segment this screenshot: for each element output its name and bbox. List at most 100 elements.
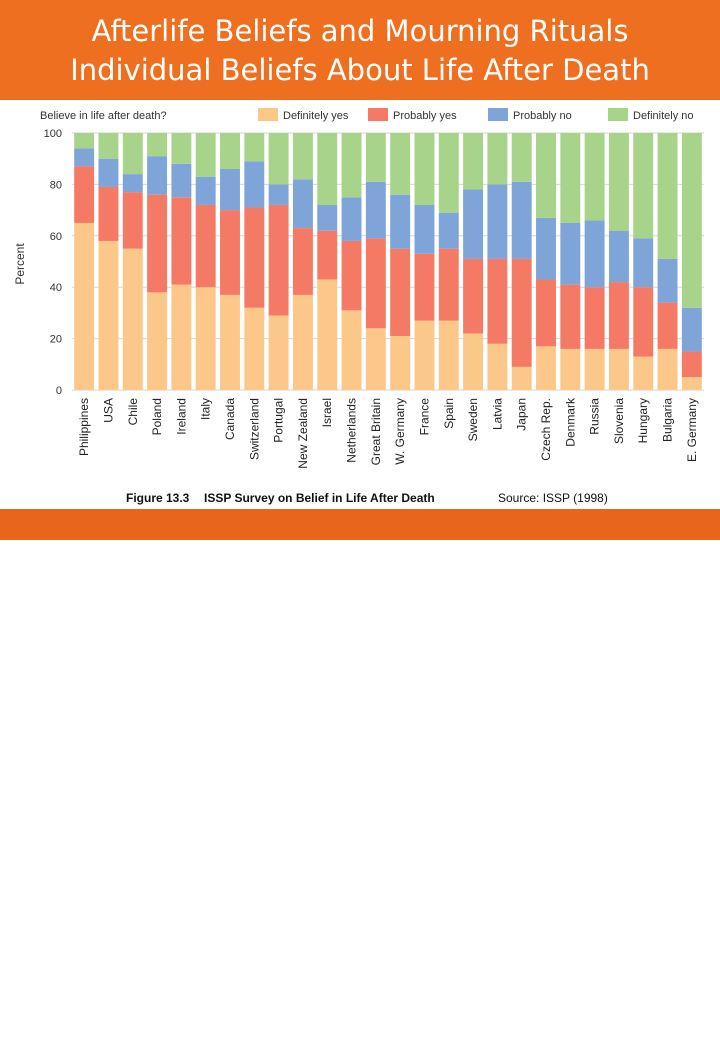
bar-definitely-no-denmark <box>560 133 581 223</box>
book-credit: Human Development: A Cultural Approach J… <box>142 1021 311 1045</box>
bar-definitely-no-switzerland <box>244 133 265 162</box>
y-tick-label: 0 <box>56 385 62 397</box>
x-tick-label: Switzerland <box>247 398 261 460</box>
bar-probably-no-poland <box>147 156 168 195</box>
y-tick-label: 20 <box>50 334 62 346</box>
x-tick-label: Japan <box>515 398 529 431</box>
slide-title-line-1: Afterlife Beliefs and Mourning Rituals <box>91 14 629 48</box>
bar-probably-no-ireland <box>171 163 192 198</box>
bar-definitely-no-japan <box>511 133 532 182</box>
bar-definitely-no-usa <box>98 133 119 159</box>
bar-definitely-yes-switzerland <box>244 307 265 390</box>
bar-probably-yes-russia <box>584 287 605 349</box>
bar-definitely-yes-israel <box>317 279 338 390</box>
x-tick-label: Chile <box>126 398 140 426</box>
bar-probably-yes-hungary <box>633 287 654 357</box>
legend-swatch-definitely-no <box>608 108 628 121</box>
bar-definitely-no-great-britain <box>365 133 386 182</box>
bar-definitely-no-spain <box>438 133 459 213</box>
footer-bar: ALWAYS LEARNING Human Development: A Cul… <box>0 509 720 1044</box>
bar-probably-yes-chile <box>122 192 143 249</box>
legend-swatch-probably-yes <box>368 108 388 121</box>
slide-title-line-2: Individual Beliefs About Life After Deat… <box>70 53 650 87</box>
bar-definitely-yes-e-germany <box>681 377 702 390</box>
bar-definitely-yes-new-zealand <box>292 294 313 390</box>
x-tick-label: Bulgaria <box>661 398 675 442</box>
bar-probably-yes-w-germany <box>390 248 411 337</box>
y-tick-label: 80 <box>50 179 62 191</box>
bar-probably-yes-slovenia <box>608 282 629 349</box>
bar-probably-yes-spain <box>438 248 459 321</box>
bar-probably-no-portugal <box>268 184 289 205</box>
bar-definitely-yes-philippines <box>74 222 95 390</box>
x-tick-label: Philippines <box>77 398 91 456</box>
bar-probably-yes-netherlands <box>341 240 362 311</box>
x-tick-label: USA <box>101 398 115 423</box>
bar-probably-yes-france <box>414 253 435 321</box>
bar-definitely-yes-italy <box>195 287 216 390</box>
bar-probably-no-sweden <box>463 189 484 259</box>
x-tick-label: Ireland <box>174 398 188 435</box>
x-tick-label: Sweden <box>466 398 480 441</box>
bar-probably-no-czech-rep <box>536 217 556 280</box>
bar-definitely-yes-poland <box>147 292 168 390</box>
figure-panel: Believe in life after death? Definitely … <box>8 104 712 509</box>
y-tick-label: 100 <box>44 128 62 140</box>
bar-definitely-yes-denmark <box>560 348 581 390</box>
bar-probably-no-denmark <box>560 222 581 285</box>
bar-definitely-no-new-zealand <box>292 133 313 180</box>
bar-definitely-no-e-germany <box>681 133 702 308</box>
bar-definitely-no-portugal <box>268 133 289 185</box>
book-author: Jeffrey Jensen Arnett <box>142 1034 227 1044</box>
bar-probably-no-canada <box>220 168 240 211</box>
x-tick-label: Canada <box>223 398 237 440</box>
bar-probably-no-chile <box>122 174 143 193</box>
y-tick-label: 60 <box>50 231 62 243</box>
caption-figure-number: Figure 13.3 <box>126 491 190 505</box>
x-tick-label: Latvia <box>490 398 504 430</box>
title-bar: Afterlife Beliefs and Mourning Rituals I… <box>0 0 720 100</box>
bar-probably-yes-sweden <box>463 258 484 334</box>
legend-label-probably-no: Probably no <box>513 110 572 122</box>
bar-definitely-no-canada <box>220 133 240 169</box>
caption-source: Source: ISSP (1998) <box>498 491 608 505</box>
bar-definitely-yes-portugal <box>268 315 289 390</box>
bar-probably-yes-new-zealand <box>292 228 313 295</box>
caption-title: ISSP Survey on Belief in Life After Deat… <box>204 491 435 505</box>
x-tick-label: Portugal <box>272 398 286 443</box>
bar-probably-no-great-britain <box>365 181 386 239</box>
always-learning-tagline: ALWAYS LEARNING <box>10 1031 106 1038</box>
bar-probably-no-switzerland <box>244 161 265 208</box>
legend-swatch-probably-no <box>488 108 508 121</box>
x-tick-label: Denmark <box>563 397 577 447</box>
x-tick-label: W. Germany <box>393 398 407 465</box>
bar-probably-no-france <box>414 204 435 254</box>
bar-definitely-no-chile <box>122 133 143 175</box>
bar-probably-no-hungary <box>633 238 654 288</box>
bar-probably-no-bulgaria <box>657 258 678 303</box>
bar-definitely-yes-chile <box>122 248 143 390</box>
legend-swatch-definitely-yes <box>258 108 278 121</box>
bar-definitely-yes-france <box>414 320 435 390</box>
legend-title: Believe in life after death? <box>40 110 167 122</box>
x-tick-label: New Zealand <box>296 398 310 469</box>
pearson-logo: PEARSON <box>620 1022 712 1041</box>
book-title: Human Development: A Cultural Approach <box>142 1022 312 1032</box>
bar-definitely-no-netherlands <box>341 133 362 198</box>
bar-probably-yes-philippines <box>74 166 95 223</box>
x-tick-label: Slovenia <box>612 398 626 444</box>
x-tick-label: Russia <box>588 398 602 435</box>
bar-probably-no-italy <box>195 176 216 205</box>
bar-definitely-no-hungary <box>633 133 654 239</box>
bar-definitely-no-w-germany <box>390 133 411 195</box>
bar-probably-yes-bulgaria <box>657 302 678 349</box>
y-axis-label: Percent <box>13 243 27 285</box>
bar-probably-yes-switzerland <box>244 207 265 308</box>
x-tick-label: Spain <box>442 398 456 429</box>
x-tick-label: Czech Rep. <box>539 398 553 461</box>
x-tick-label: Hungary <box>636 398 650 443</box>
bar-probably-no-slovenia <box>608 230 629 283</box>
bar-probably-yes-israel <box>317 230 338 280</box>
legend-label-definitely-yes: Definitely yes <box>283 110 349 122</box>
bar-probably-yes-denmark <box>560 284 581 349</box>
